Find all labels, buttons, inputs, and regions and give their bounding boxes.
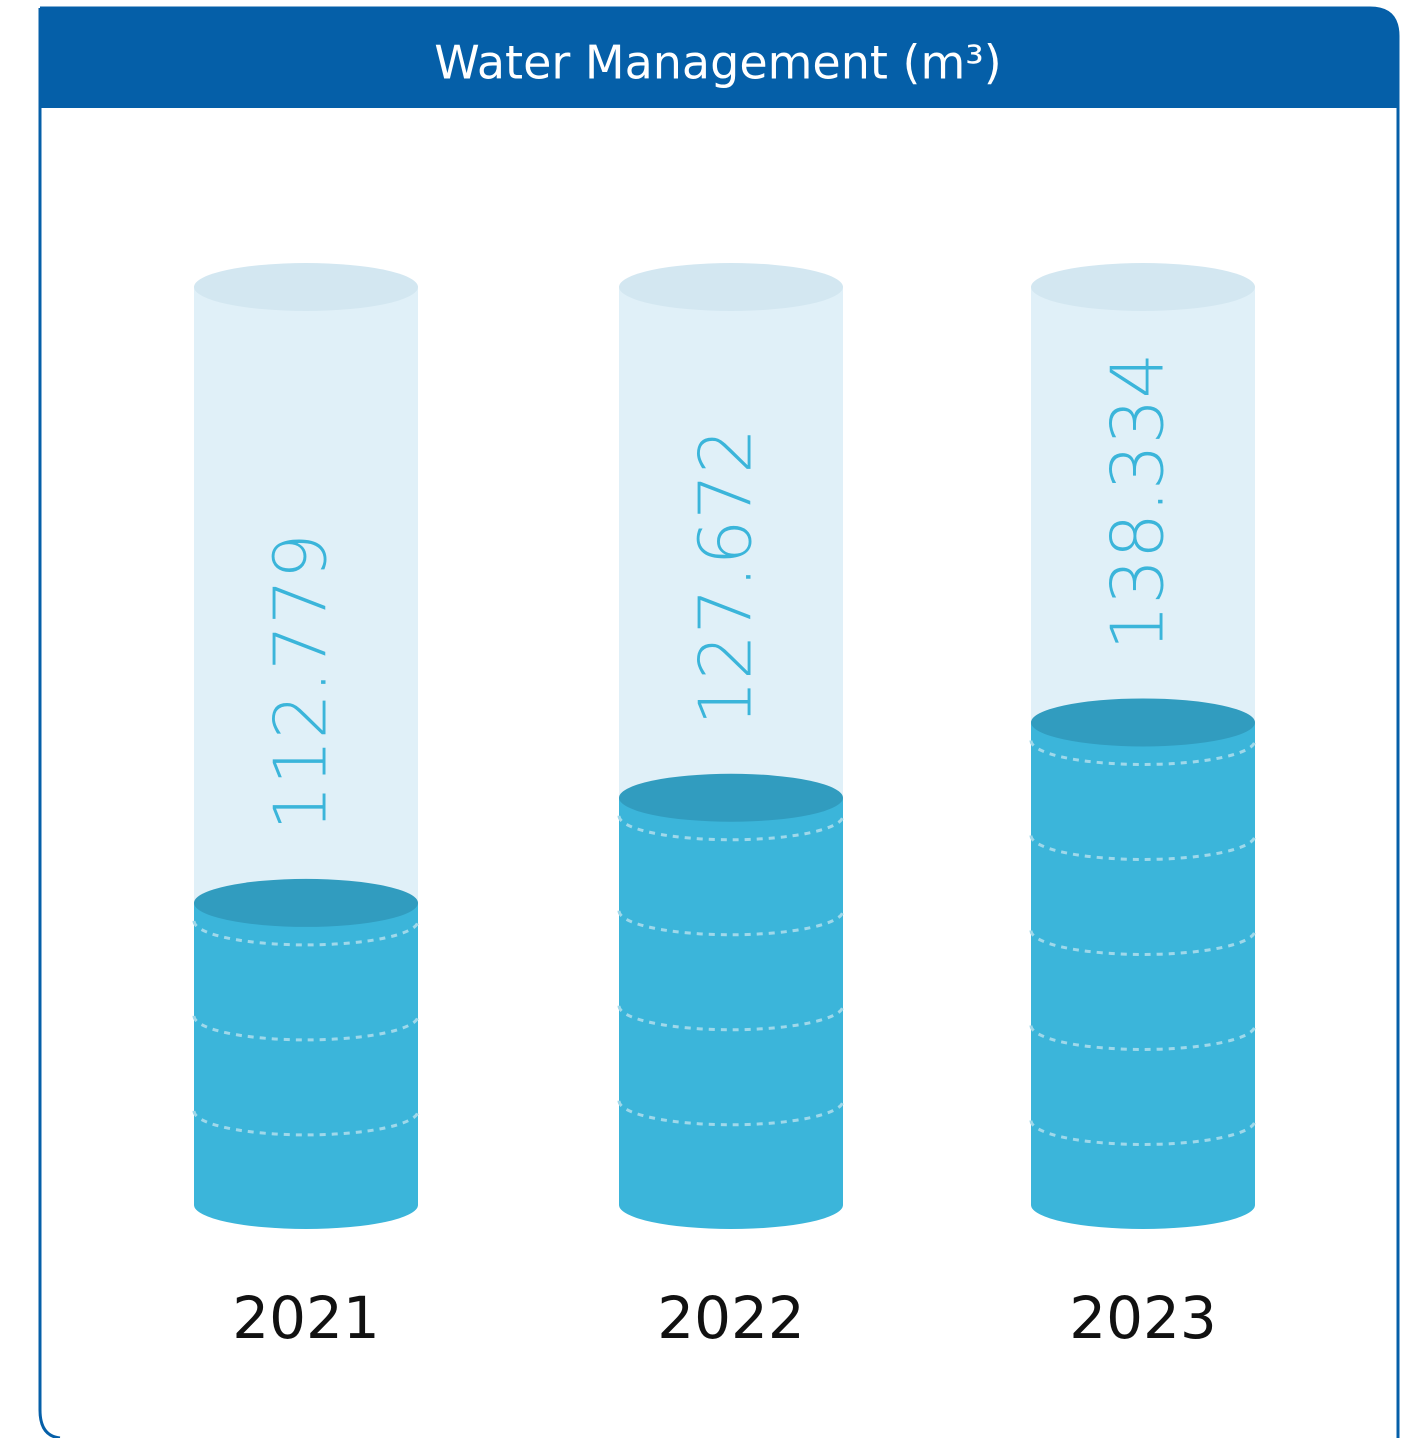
value-label: 138.334 — [1096, 353, 1180, 651]
value-label: 127.672 — [684, 428, 768, 726]
tube-top — [619, 263, 843, 311]
page: Water Management (m³) 112.779 2021 127.672… — [0, 0, 1414, 1438]
x-tick-label: 2023 — [1069, 1284, 1217, 1352]
bar — [194, 903, 418, 1229]
chart: Water Management (m³) 112.779 2021 127.672… — [0, 0, 1414, 1438]
chart-title: Water Management (m³) — [434, 36, 1001, 90]
x-tick-label: 2022 — [657, 1284, 805, 1352]
frame-left — [40, 8, 60, 1438]
tube-top — [194, 263, 418, 311]
bar — [619, 798, 843, 1229]
bar-top — [619, 774, 843, 822]
bar-top — [1031, 698, 1255, 746]
bar-top — [194, 879, 418, 927]
tube-top — [1031, 263, 1255, 311]
x-tick-label: 2021 — [232, 1284, 380, 1352]
bar — [1031, 722, 1255, 1229]
value-label: 112.779 — [259, 533, 343, 831]
